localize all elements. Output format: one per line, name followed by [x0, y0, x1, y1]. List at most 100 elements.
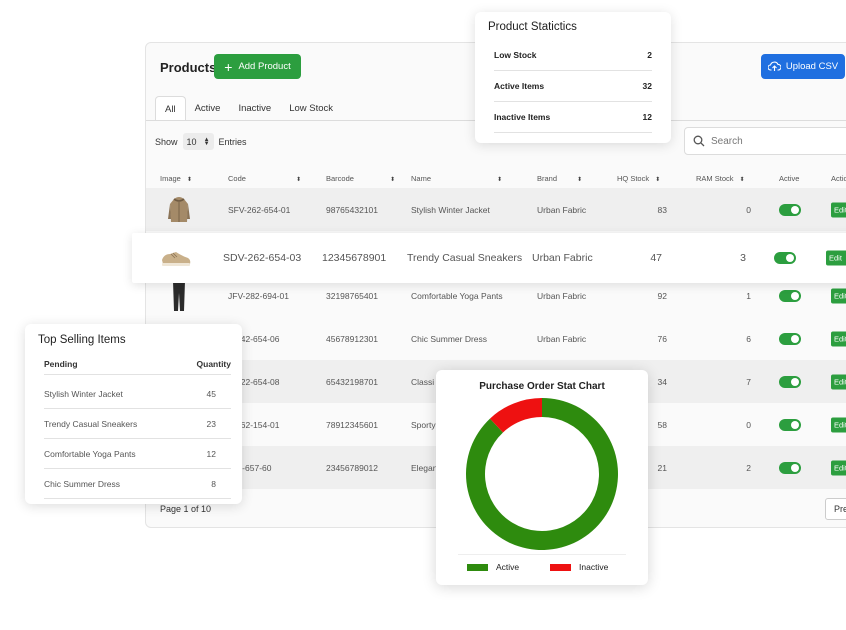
pagination-text: Page 1 of 10: [160, 504, 212, 514]
stat-label: Inactive Items: [494, 112, 551, 122]
legend-active: Active: [467, 562, 519, 572]
active-toggle[interactable]: [779, 461, 801, 474]
add-product-button[interactable]: + Add Product: [214, 54, 301, 79]
item-name: Stylish Winter Jacket: [44, 388, 123, 399]
item-name: Trendy Casual Sneakers: [44, 418, 138, 429]
legend-label: Inactive: [579, 562, 609, 572]
active-toggle[interactable]: [779, 332, 801, 345]
top-selling-title: Top Selling Items: [38, 334, 126, 346]
ram-stock-cell: 3: [740, 252, 746, 264]
product-statistics-card: Product Statictics Low Stock 2 Active It…: [475, 12, 671, 143]
brand-cell: Urban Fabric: [537, 204, 587, 215]
table-row[interactable]: JFV-282-694-01 32198765401 Comfortable Y…: [146, 274, 846, 317]
code-cell: SDV-262-654-03: [223, 252, 302, 264]
table-row[interactable]: V-242-654-06 45678912301 Chic Summer Dre…: [146, 317, 846, 360]
ram-stock-cell: 1: [746, 290, 751, 301]
column-header-image[interactable]: Image ⬍: [160, 174, 192, 183]
top-selling-header: Pending Quantity: [44, 353, 231, 375]
ram-stock-cell: 0: [746, 419, 751, 430]
code-cell: V-242-654-06: [228, 333, 280, 344]
show-label: Show: [155, 136, 178, 147]
column-header-ram-stock[interactable]: RAM Stock ⬍: [696, 174, 745, 183]
tab-all[interactable]: All: [155, 96, 186, 121]
active-toggle[interactable]: [774, 252, 796, 264]
list-item: Stylish Winter Jacket 45: [44, 379, 231, 409]
edit-button[interactable]: Edit: [831, 417, 846, 432]
item-quantity: 8: [211, 478, 216, 489]
brand-cell: Urban Fabric: [532, 252, 593, 264]
edit-button[interactable]: Edit: [831, 202, 846, 217]
hq-stock-cell: 47: [650, 252, 662, 264]
column-header-active: Active: [779, 174, 800, 183]
ram-stock-cell: 7: [746, 376, 751, 387]
hq-stock-cell: 58: [657, 419, 667, 430]
search-icon: [693, 135, 705, 147]
edit-button[interactable]: Edit: [826, 250, 846, 266]
edit-button[interactable]: Edit: [831, 331, 846, 346]
column-header-barcode[interactable]: Barcode ⬍: [326, 174, 395, 183]
column-header-hq-stock[interactable]: HQ Stock ⬍: [617, 174, 661, 183]
code-cell: 862-657-60: [228, 462, 272, 473]
list-item: Comfortable Yoga Pants 12: [44, 439, 231, 469]
item-quantity: 23: [206, 418, 216, 429]
legend-divider: [458, 554, 626, 555]
barcode-cell: 45678912301: [326, 333, 379, 344]
sort-icon: ⬍: [655, 177, 661, 183]
sort-icon: ⬍: [497, 177, 503, 183]
tab-low-stock[interactable]: Low Stock: [289, 103, 334, 114]
hq-stock-cell: 92: [657, 290, 667, 301]
code-cell: V-222-654-08: [228, 376, 280, 387]
item-name: Chic Summer Dress: [44, 478, 121, 489]
donut-slice-active: [466, 398, 618, 550]
entries-select[interactable]: 10 ▲ ▼: [182, 133, 214, 150]
barcode-cell: 98765432101: [326, 204, 379, 215]
previous-page-button[interactable]: Pre: [825, 498, 846, 520]
top-selling-items-card: Top Selling Items Pending Quantity Styli…: [25, 324, 242, 504]
column-header-name[interactable]: Name ⬍: [411, 174, 503, 183]
code-cell: SFV-262-654-01: [228, 204, 291, 215]
active-toggle[interactable]: [779, 375, 801, 388]
chart-title: Purchase Order Stat Chart: [479, 381, 605, 392]
edit-button[interactable]: Edit: [831, 460, 846, 475]
legend-label: Active: [496, 562, 520, 572]
edit-button[interactable]: Edit: [831, 288, 846, 303]
item-quantity: 45: [206, 388, 216, 399]
edit-button[interactable]: Edit: [831, 374, 846, 389]
tab-active[interactable]: Active: [194, 103, 221, 114]
ram-stock-cell: 2: [746, 462, 751, 473]
search-input[interactable]: Search: [684, 127, 846, 155]
table-row[interactable]: SFV-262-654-01 98765432101 Stylish Winte…: [146, 188, 846, 231]
name-cell: Trendy Casual Sneakers: [407, 252, 523, 264]
donut-slice-inactive: [489, 398, 542, 433]
cloud-upload-icon: [767, 61, 781, 71]
active-toggle[interactable]: [779, 418, 801, 431]
sort-icon: ⬍: [739, 177, 745, 183]
barcode-cell: 32198765401: [326, 290, 379, 301]
hq-stock-cell: 83: [657, 204, 667, 215]
barcode-cell: 23456789012: [326, 462, 379, 473]
hq-stock-cell: 21: [657, 462, 667, 473]
active-toggle[interactable]: [779, 289, 801, 302]
list-item: Trendy Casual Sneakers 23: [44, 409, 231, 439]
table-row[interactable]: V-262-154-01 78912345601 Sporty 58 0 Edi…: [146, 403, 846, 446]
stat-row: Low Stock 2: [494, 40, 652, 71]
highlighted-table-row[interactable]: SDV-262-654-03 12345678901 Trendy Casual…: [132, 233, 846, 283]
column-header-code[interactable]: Code ⬍: [228, 174, 301, 183]
name-cell: Sporty: [411, 419, 436, 430]
ram-stock-cell: 0: [746, 204, 751, 215]
add-product-label: Add Product: [238, 61, 291, 72]
name-cell: Classi: [411, 376, 435, 387]
name-cell: Elegan: [411, 462, 438, 473]
hq-stock-cell: 76: [657, 333, 667, 344]
stat-value: 12: [642, 112, 652, 122]
sort-icon: ⬍: [295, 177, 301, 183]
ram-stock-cell: 6: [746, 333, 751, 344]
stat-label: Active Items: [494, 81, 545, 91]
upload-csv-button[interactable]: Upload CSV: [761, 54, 845, 79]
item-quantity: 12: [206, 448, 216, 459]
active-toggle[interactable]: [779, 203, 801, 216]
tab-inactive[interactable]: Inactive: [238, 103, 272, 114]
column-header-brand[interactable]: Brand ⬍: [537, 174, 583, 183]
legend-swatch: [550, 563, 571, 571]
